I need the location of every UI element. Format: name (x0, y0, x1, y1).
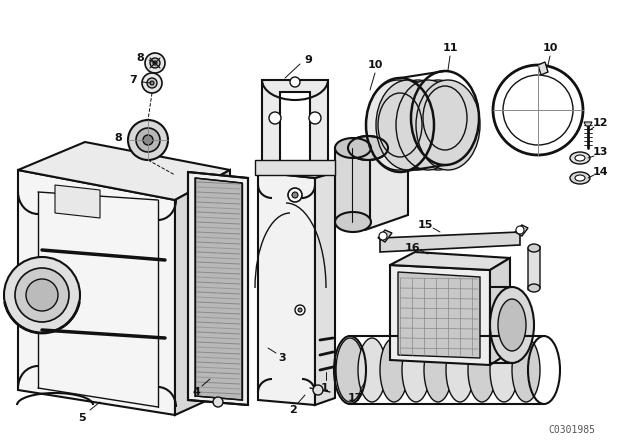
Circle shape (269, 112, 281, 124)
Ellipse shape (575, 155, 585, 161)
Text: C0301985: C0301985 (548, 425, 595, 435)
Text: 4: 4 (192, 387, 200, 397)
Circle shape (26, 279, 58, 311)
Ellipse shape (490, 338, 518, 402)
Circle shape (128, 120, 168, 160)
Circle shape (313, 385, 323, 395)
Text: 9: 9 (304, 55, 312, 65)
Ellipse shape (416, 80, 480, 170)
Ellipse shape (575, 175, 585, 181)
Text: 1: 1 (321, 383, 329, 393)
Circle shape (143, 135, 153, 145)
Ellipse shape (348, 136, 388, 160)
Polygon shape (390, 252, 510, 270)
Circle shape (516, 226, 524, 234)
Polygon shape (315, 172, 335, 405)
Circle shape (4, 257, 80, 333)
Polygon shape (55, 185, 100, 218)
Polygon shape (380, 232, 520, 252)
Ellipse shape (528, 284, 540, 292)
Polygon shape (18, 142, 230, 200)
Ellipse shape (512, 338, 540, 402)
Circle shape (136, 128, 160, 152)
Text: 5: 5 (78, 413, 86, 423)
Polygon shape (195, 178, 242, 400)
Ellipse shape (570, 172, 590, 184)
Circle shape (295, 305, 305, 315)
Circle shape (147, 78, 157, 88)
Text: 13: 13 (592, 147, 608, 157)
Polygon shape (538, 62, 548, 75)
Polygon shape (390, 265, 490, 365)
Circle shape (298, 308, 302, 312)
Circle shape (145, 53, 165, 73)
Text: 3: 3 (278, 353, 286, 363)
Text: 17: 17 (348, 393, 363, 403)
Ellipse shape (528, 244, 540, 252)
Polygon shape (584, 122, 592, 126)
Text: 7: 7 (129, 75, 137, 85)
Ellipse shape (446, 338, 474, 402)
Text: 10: 10 (367, 60, 383, 70)
Ellipse shape (380, 338, 408, 402)
Ellipse shape (335, 138, 371, 158)
Text: 12: 12 (592, 118, 608, 128)
Text: 14: 14 (592, 167, 608, 177)
Polygon shape (515, 225, 528, 236)
Ellipse shape (336, 338, 364, 402)
Circle shape (288, 188, 302, 202)
Circle shape (290, 77, 300, 87)
Ellipse shape (570, 152, 590, 164)
Polygon shape (262, 80, 328, 168)
Polygon shape (490, 258, 510, 365)
Text: 8: 8 (136, 53, 144, 63)
Ellipse shape (366, 80, 430, 170)
Text: 2: 2 (289, 405, 297, 415)
Circle shape (153, 61, 157, 65)
Ellipse shape (376, 80, 440, 170)
Ellipse shape (396, 80, 460, 170)
Polygon shape (528, 246, 540, 290)
Polygon shape (378, 230, 392, 242)
Polygon shape (175, 170, 230, 415)
Circle shape (213, 397, 223, 407)
Text: 10: 10 (542, 43, 557, 53)
Text: 11: 11 (442, 43, 458, 53)
Polygon shape (188, 172, 248, 405)
Ellipse shape (358, 338, 386, 402)
Polygon shape (18, 170, 175, 415)
Ellipse shape (498, 299, 526, 351)
Text: 8: 8 (114, 133, 122, 143)
Ellipse shape (424, 338, 452, 402)
Circle shape (150, 58, 160, 68)
Polygon shape (258, 165, 335, 178)
Circle shape (15, 268, 69, 322)
Ellipse shape (402, 338, 430, 402)
Ellipse shape (335, 212, 371, 232)
Ellipse shape (490, 287, 534, 363)
Circle shape (142, 73, 162, 93)
Circle shape (292, 192, 298, 198)
Ellipse shape (406, 80, 470, 170)
Ellipse shape (386, 80, 450, 170)
Text: 16: 16 (405, 243, 421, 253)
Polygon shape (255, 160, 335, 175)
Text: 15: 15 (417, 220, 433, 230)
Polygon shape (335, 148, 370, 225)
Polygon shape (258, 172, 315, 405)
Circle shape (309, 112, 321, 124)
Ellipse shape (468, 338, 496, 402)
Polygon shape (398, 272, 480, 358)
Circle shape (379, 232, 387, 240)
Polygon shape (328, 148, 408, 230)
Circle shape (150, 81, 154, 85)
